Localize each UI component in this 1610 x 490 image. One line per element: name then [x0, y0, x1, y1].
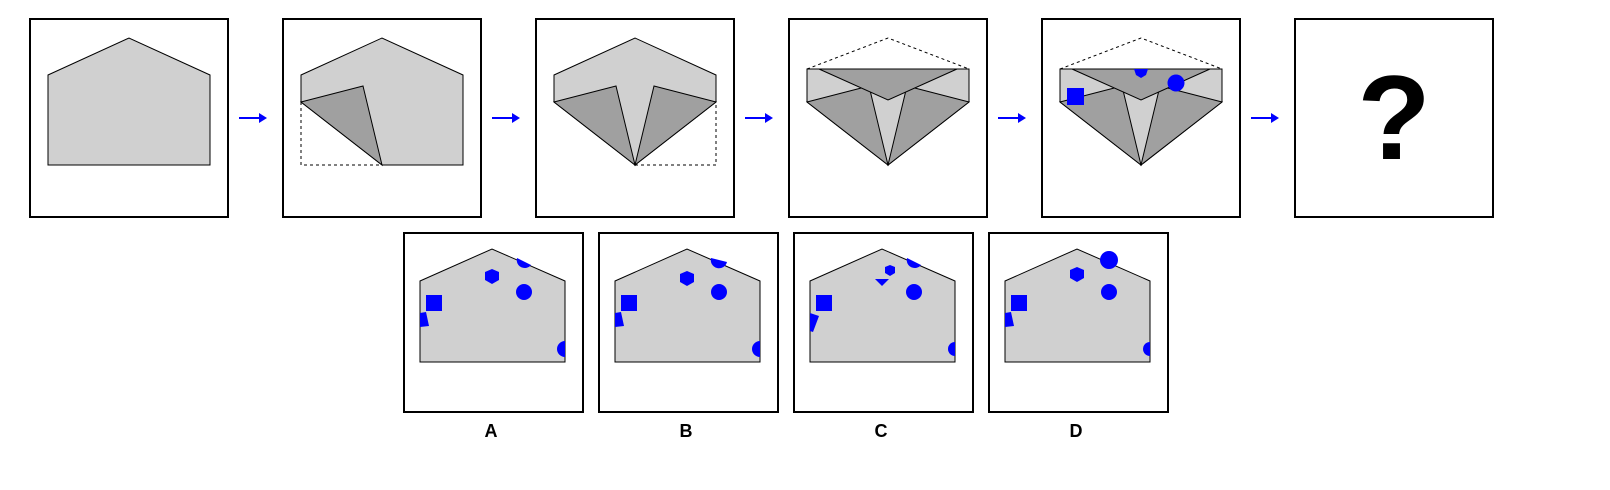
question-mark: ?: [1357, 51, 1431, 185]
option-b-label: B: [679, 421, 693, 441]
option-a-label: A: [484, 421, 498, 441]
option-c[interactable]: [793, 232, 974, 413]
cut-square-hole-icon: [810, 313, 819, 332]
arrow-icon: [745, 113, 773, 123]
option-d[interactable]: [988, 232, 1169, 413]
circle-hole-icon: [516, 284, 532, 300]
paper-shape: [47, 37, 211, 166]
option-d-paper: [1004, 248, 1151, 363]
hexagon-hole-icon: [1070, 267, 1084, 282]
punched-paper: [1058, 37, 1224, 167]
circle-hole-icon: [906, 284, 922, 300]
cut-square-hole-icon: [420, 312, 429, 327]
cut-square-hole-icon: [615, 312, 624, 327]
hexagon-hole-icon: [885, 265, 895, 276]
circle-hole-icon: [1101, 284, 1117, 300]
fold-step-1: [299, 37, 464, 167]
step-5-panel: [1041, 18, 1241, 218]
option-a-paper: [419, 248, 566, 363]
square-hole-icon: [816, 295, 832, 311]
cut-square-hole-icon: [1005, 312, 1014, 327]
circle-hole-top-icon: [1100, 251, 1118, 269]
arrow-icon: [492, 113, 520, 123]
option-c-paper: [809, 248, 956, 363]
option-c-label: C: [874, 421, 888, 441]
hexagon-hole-icon: [680, 271, 694, 286]
arrow-icon: [998, 113, 1026, 123]
option-a[interactable]: [403, 232, 584, 413]
option-d-label: D: [1069, 421, 1083, 441]
step-2-panel: [282, 18, 482, 218]
hexagon-hole-icon: [485, 269, 499, 284]
square-hole-icon: [1011, 295, 1027, 311]
option-b[interactable]: [598, 232, 779, 413]
step-1-panel: [29, 18, 229, 218]
cut-circle-hole-icon: [557, 341, 565, 357]
step-4-panel: [788, 18, 988, 218]
cut-circle-hole-icon: [752, 341, 760, 357]
circle-hole-icon: [1167, 74, 1185, 92]
square-hole-icon: [1067, 88, 1084, 105]
circle-hole-icon: [711, 284, 727, 300]
step-3-panel: [535, 18, 735, 218]
fold-step-3: [805, 37, 971, 167]
half-circle-hole-icon: [710, 258, 727, 269]
square-hole-icon: [621, 295, 637, 311]
fold-step-2: [552, 37, 718, 167]
half-circle-hole-icon: [906, 258, 921, 269]
option-b-paper: [614, 248, 761, 363]
hexagon-hole-icon: [1134, 69, 1148, 78]
half-circle-hole-icon: [516, 258, 531, 269]
cut-circle-hole-icon: [1143, 342, 1150, 356]
half-hexagon-hole-icon: [875, 279, 889, 286]
answer-placeholder-panel: ?: [1294, 18, 1494, 218]
square-hole-icon: [426, 295, 442, 311]
arrow-icon: [239, 113, 267, 123]
arrow-icon: [1251, 113, 1279, 123]
cut-circle-hole-icon: [948, 342, 955, 356]
